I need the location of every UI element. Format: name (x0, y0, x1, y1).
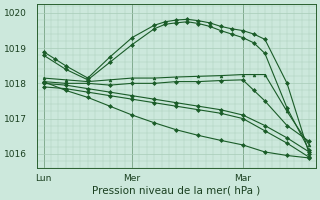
X-axis label: Pression niveau de la mer( hPa ): Pression niveau de la mer( hPa ) (92, 186, 260, 196)
